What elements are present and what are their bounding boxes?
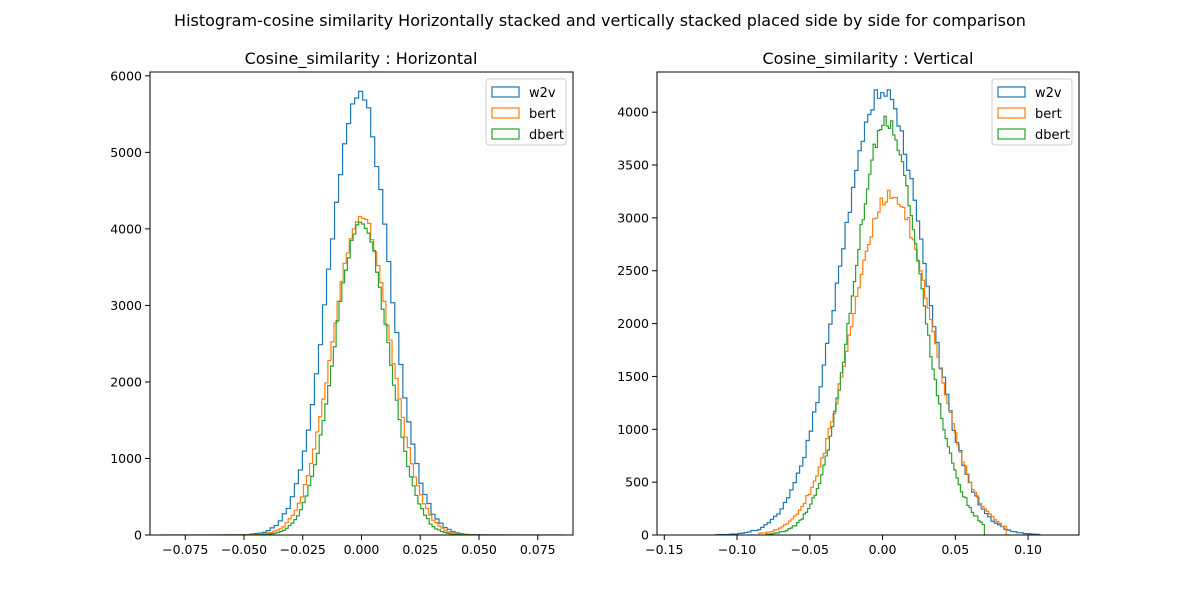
x-tick-label: −0.05 [791,542,829,557]
legend-swatch-w2v [491,86,520,98]
axes-horizontal: Cosine_similarity : Horizontal −0.075 −0.… [110,49,574,557]
histogram-dbert [765,115,986,535]
legend-label-bert: bert [1035,107,1062,122]
y-tick-label: 0 [641,528,649,543]
legend: w2v bert dbert [485,78,567,146]
axes-title-horizontal: Cosine_similarity : Horizontal [245,49,478,69]
x-tick-label: −0.10 [718,542,756,557]
legend-label-w2v: w2v [529,86,556,101]
y-tick-label: 500 [625,475,649,490]
x-tick-label: −0.025 [280,542,326,557]
axes-vertical: Cosine_similarity : Vertical −0.15 −0.10 −… [617,49,1080,557]
legend-label-w2v: w2v [1035,86,1062,101]
legend-swatch-bert [997,107,1026,119]
plot-area [161,90,564,535]
legend-label-bert: bert [529,107,556,122]
y-tick-label: 3000 [617,210,649,225]
y-tick-label: 6000 [110,68,142,83]
y-tick-label: 2500 [617,263,649,278]
y-tick-label: 2000 [617,316,649,331]
histogram-bert [758,189,1007,535]
y-tick-label: 3000 [110,298,142,313]
y-tick-label: 5000 [110,145,142,160]
figure-suptitle: Histogram-cosine similarity Horizontally… [174,11,1026,30]
histogram-w2v [161,90,564,535]
x-tick-label: −0.075 [162,542,208,557]
y-tick-label: 1000 [110,451,142,466]
legend-swatch-dbert [491,128,520,140]
x-tick-label: 0.00 [869,542,897,557]
y-tick-label: 3500 [617,158,649,173]
x-tick-label: 0.075 [520,542,556,557]
x-tick-label: 0.000 [344,542,380,557]
x-tick-label: 0.025 [402,542,438,557]
legend-swatch-bert [491,107,520,119]
y-tick-label: 1000 [617,422,649,437]
legend-swatch-dbert [997,128,1026,140]
x-tick-label: 0.05 [941,542,969,557]
x-tick-label: 0.10 [1014,542,1042,557]
legend-swatch-w2v [997,86,1026,98]
y-tick-label: 4000 [110,221,142,236]
x-tick-label: 0.050 [461,542,497,557]
histogram-bert [208,215,515,535]
legend-label-dbert: dbert [529,128,564,143]
axes-frame [656,71,1080,536]
legend: w2v bert dbert [991,78,1073,146]
x-tick-label: −0.15 [645,542,683,557]
y-tick-label: 4000 [617,105,649,120]
y-tick-label: 2000 [110,374,142,389]
axes-title-vertical: Cosine_similarity : Vertical [762,49,973,69]
histogram-w2v [714,89,1041,535]
x-tick-label: −0.050 [221,542,267,557]
legend-label-dbert: dbert [1035,128,1070,143]
histogram-dbert [219,221,504,535]
y-tick-label: 0 [134,528,142,543]
y-tick-label: 1500 [617,369,649,384]
plot-area [714,89,1041,535]
